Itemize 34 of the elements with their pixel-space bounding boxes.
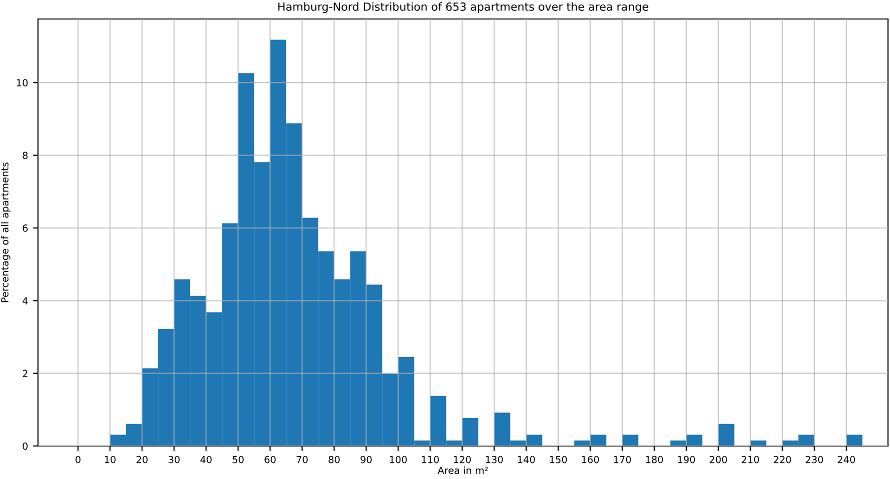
x-tick-label: 130 (486, 456, 503, 464)
x-tick-label: 240 (838, 456, 856, 464)
x-tick-label: 160 (582, 456, 599, 464)
y-tick-label: 10 (16, 79, 28, 86)
y-tick-label: 2 (22, 370, 28, 378)
x-tick-label: 90 (360, 456, 372, 464)
y-tick-label: 4 (22, 297, 28, 304)
x-tick-label: 30 (168, 456, 180, 464)
x-tick-label: 200 (710, 456, 727, 464)
x-tick-label: 230 (806, 456, 823, 464)
x-tick-label: 50 (232, 456, 244, 464)
y-tick-label: 0 (22, 442, 28, 450)
x-tick-label: 180 (646, 456, 663, 464)
x-tick-label: 220 (774, 456, 791, 464)
x-tick-label: 40 (200, 456, 212, 464)
chart-title: Hamburg-Nord Distribution of 653 apartments over the area range (278, 2, 648, 13)
x-tick-label: 10 (104, 456, 116, 464)
x-tick-label: 120 (454, 456, 471, 464)
x-tick-label: 150 (550, 456, 567, 464)
y-axis-title: Percentage of all apartments (0, 162, 10, 302)
x-tick-label: 70 (296, 456, 308, 464)
x-tick-label: 110 (422, 456, 439, 464)
x-tick-label: 170 (614, 456, 631, 464)
y-tick-label: 8 (22, 152, 28, 160)
y-tick-label: 6 (22, 224, 28, 232)
x-tick-label: 80 (328, 456, 340, 464)
x-tick-label: 20 (136, 456, 148, 464)
x-tick-label: 210 (742, 456, 759, 464)
x-tick-label: 140 (518, 456, 535, 464)
x-tick-label: 60 (264, 456, 276, 464)
x-axis-title: Area in m² (438, 466, 488, 474)
x-tick-label: 100 (390, 456, 407, 464)
x-tick-label: 0 (76, 456, 80, 464)
x-tick-label: 190 (678, 456, 695, 464)
